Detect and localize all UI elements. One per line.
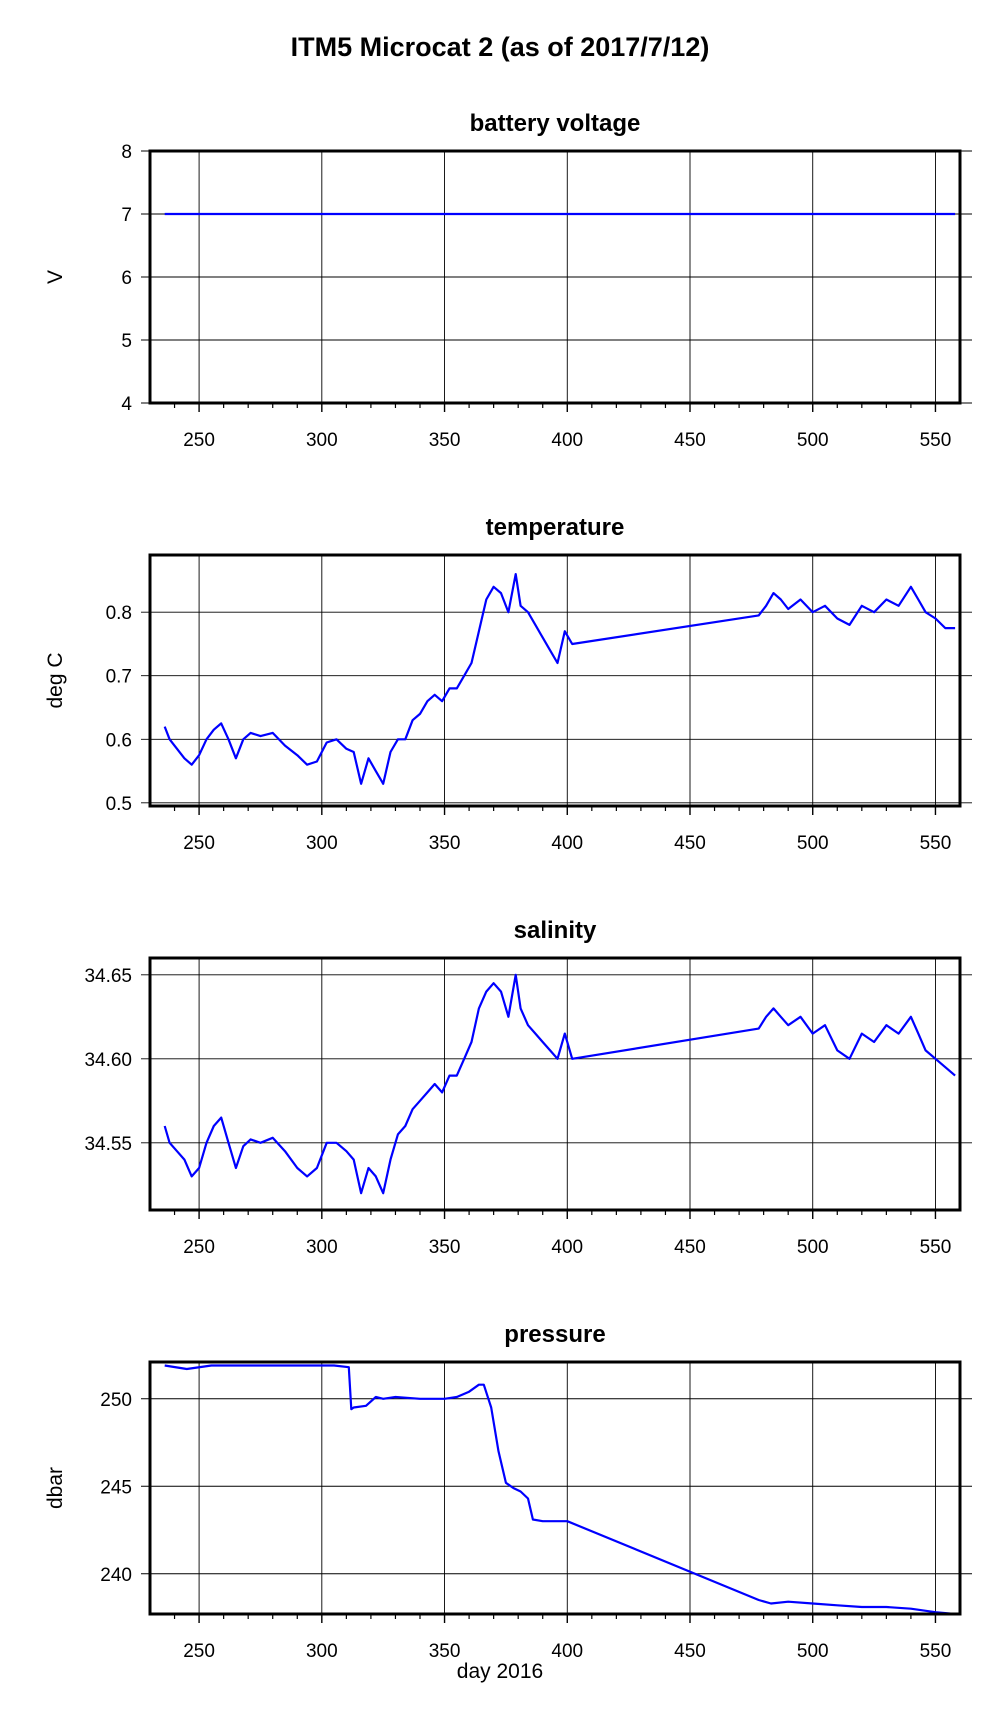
x-tick-label: 350 — [429, 1641, 461, 1662]
y-tick-label: 0.7 — [106, 667, 132, 688]
panel-title: battery voltage — [470, 110, 641, 137]
y-tick-label: 250 — [100, 1390, 132, 1411]
plot-frame — [148, 1360, 962, 1616]
y-tick-label: 0.5 — [106, 794, 132, 815]
y-tick-label: 0.8 — [106, 603, 132, 624]
panels: battery voltage V 250 300 350 400 450 500 550 4 5 6… — [44, 110, 972, 1662]
x-tick-label: 350 — [429, 833, 461, 854]
panel-title: temperature — [486, 514, 625, 541]
x-tick-label: 400 — [551, 1237, 583, 1258]
x-tick-label: 300 — [306, 833, 338, 854]
x-tick-label: 550 — [920, 1237, 952, 1258]
x-tick-label: 450 — [674, 1237, 706, 1258]
x-tick-label: 400 — [551, 430, 583, 451]
x-tick-label: 350 — [429, 430, 461, 451]
y-tick-label: 4 — [121, 394, 132, 415]
y-tick-label: 7 — [121, 205, 132, 226]
temperature-series-line — [163, 572, 956, 785]
x-tick-label: 400 — [551, 833, 583, 854]
x-tick-label: 500 — [797, 430, 829, 451]
x-tick-label: 500 — [797, 1641, 829, 1662]
y-tick-label: 5 — [121, 331, 132, 352]
x-tick-label: 550 — [920, 833, 952, 854]
battery-voltage-panel: battery voltage V 250 300 350 400 450 500 550 4 5 6… — [44, 110, 972, 451]
x-tick-label: 400 — [551, 1641, 583, 1662]
x-tick-label: 350 — [429, 1237, 461, 1258]
x-tick-label: 300 — [306, 1641, 338, 1662]
x-tick-label: 300 — [306, 1237, 338, 1258]
temperature-panel: temperature deg C 250 300 350 400 450 500 550 0.5… — [44, 514, 972, 854]
figure-title: ITM5 Microcat 2 (as of 2017/7/12) — [290, 32, 710, 62]
y-tick-label: 34.55 — [84, 1134, 132, 1155]
x-tick-label: 250 — [183, 833, 215, 854]
y-tick-label: 34.60 — [84, 1050, 132, 1071]
y-tick-label: 34.65 — [84, 966, 132, 987]
x-tick-label: 300 — [306, 430, 338, 451]
panel-title: pressure — [504, 1321, 605, 1348]
salinity-series-line — [163, 973, 956, 1195]
y-tick-label: 240 — [100, 1565, 132, 1586]
plot-frame — [148, 149, 962, 405]
y-tick-label: 8 — [121, 142, 132, 163]
x-tick-label: 450 — [674, 430, 706, 451]
y-tick-label: 0.6 — [106, 730, 132, 751]
panel-title: salinity — [514, 917, 597, 944]
x-tick-label: 500 — [797, 1237, 829, 1258]
y-tick-label: 6 — [121, 268, 132, 289]
x-tick-label: 550 — [920, 430, 952, 451]
plot-frame — [148, 956, 962, 1212]
pressure-panel: pressure dbar 250 300 350 400 450 500 550 240 245 2… — [44, 1321, 972, 1662]
x-tick-label: 250 — [183, 1237, 215, 1258]
x-tick-label: 450 — [674, 1641, 706, 1662]
pressure-series-line — [164, 1364, 956, 1616]
y-axis-label: deg C — [44, 652, 67, 708]
salinity-panel: salinity 250 300 350 400 450 500 550 34.55 34.60 3… — [84, 917, 972, 1258]
plot-frame — [148, 553, 962, 808]
y-tick-label: 245 — [100, 1477, 132, 1498]
x-axis-label: day 2016 — [456, 1660, 544, 1683]
x-tick-label: 500 — [797, 833, 829, 854]
x-tick-label: 450 — [674, 833, 706, 854]
y-axis-label: dbar — [44, 1467, 67, 1509]
x-tick-label: 250 — [183, 430, 215, 451]
x-tick-label: 550 — [920, 1641, 952, 1662]
y-axis-label: V — [44, 270, 67, 284]
x-tick-label: 250 — [183, 1641, 215, 1662]
